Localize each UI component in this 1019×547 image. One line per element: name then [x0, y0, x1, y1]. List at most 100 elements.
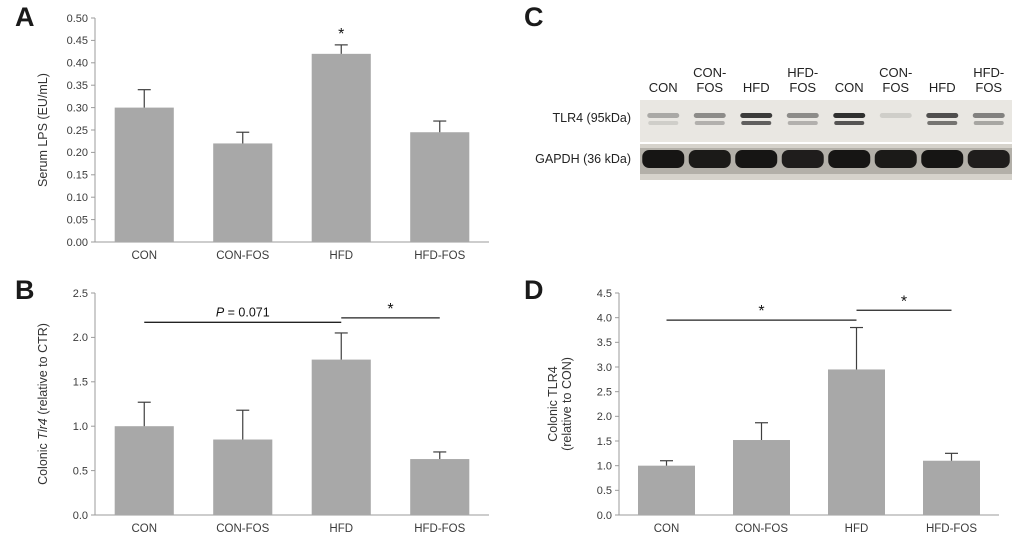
- panel-d-letter: D: [524, 275, 544, 305]
- blot-band-tlr4: [741, 121, 772, 125]
- lane-label: HFD: [929, 80, 956, 95]
- x-category-label: HFD-FOS: [414, 523, 465, 535]
- lane-label: CON: [835, 80, 864, 95]
- bar: [828, 369, 885, 515]
- panel-c-letter: C: [524, 2, 544, 32]
- bar: [311, 53, 371, 243]
- significance-label: *: [758, 303, 764, 320]
- bar: [311, 359, 371, 515]
- bar: [213, 143, 273, 242]
- panel-b-letter: B: [15, 275, 35, 305]
- blot-band-tlr4: [973, 121, 1004, 125]
- x-category-label: HFD: [329, 250, 353, 262]
- blot-band-tlr4: [740, 113, 773, 118]
- x-category-label: HFD-FOS: [926, 523, 977, 535]
- blot-row-label: GAPDH (36 kDa): [535, 152, 631, 166]
- y-tick-label: 0.0: [597, 510, 612, 522]
- y-tick-label: 0.35: [67, 80, 88, 92]
- x-category-label: CON: [654, 523, 680, 535]
- y-tick-label: 2.0: [73, 332, 88, 344]
- y-tick-label: 2.0: [597, 411, 612, 423]
- y-tick-label: 0.10: [67, 192, 88, 204]
- x-category-label: CON: [131, 250, 157, 262]
- bar: [213, 439, 273, 515]
- blot-band-gapdh: [735, 150, 778, 168]
- panel-b: B 0.0 0.5 1.0 1.5 2.0 2.5 CON CON-FOS HFD HFD-FOS…: [0, 273, 509, 547]
- y-tick-label: 4.0: [597, 312, 612, 324]
- x-category-label: CON: [131, 523, 157, 535]
- bar: [114, 426, 174, 515]
- lane-label: HFD-FOS: [787, 65, 818, 95]
- lane-label: HFD: [743, 80, 770, 95]
- significance-label: *: [387, 301, 393, 318]
- y-tick-label: 3.0: [597, 362, 612, 374]
- y-tick-label: 0.15: [67, 170, 88, 182]
- bar: [733, 440, 790, 515]
- y-tick-label: 0.40: [67, 58, 88, 70]
- lane-label: CON-FOS: [693, 65, 726, 95]
- blot-band-tlr4: [879, 113, 912, 118]
- y-tick-label: 3.5: [597, 337, 612, 349]
- y-tick-label: 0.30: [67, 102, 88, 114]
- significance-label: *: [901, 293, 907, 310]
- y-tick-label: 0.0: [73, 510, 88, 522]
- blot-band-gapdh: [874, 150, 917, 168]
- x-category-label: HFD-FOS: [414, 250, 465, 262]
- lane-label: CON: [649, 80, 678, 95]
- panel-b-chart: 0.0 0.5 1.0 1.5 2.0 2.5 CON CON-FOS HFD HFD-FOS Co…: [36, 288, 489, 535]
- y-axis-label: Colonic Tlr4 (relative to CTR): [36, 323, 50, 485]
- blot-band-tlr4: [648, 121, 679, 125]
- x-category-label: CON-FOS: [216, 250, 269, 262]
- y-axis-label: Colonic TLR4: [546, 366, 560, 442]
- y-tick-label: 0.00: [67, 237, 88, 249]
- bar: [638, 465, 695, 515]
- blot-band-gapdh: [688, 150, 731, 168]
- y-tick-label: 2.5: [73, 288, 88, 300]
- blot-row-label: TLR4 (95kDa): [553, 111, 632, 125]
- y-tick-label: 2.5: [597, 386, 612, 398]
- y-axis-label: Serum LPS (EU/mL): [36, 73, 50, 187]
- y-tick-label: 1.0: [597, 460, 612, 472]
- y-tick-label: 0.25: [67, 125, 88, 137]
- y-tick-label: 1.5: [73, 377, 88, 389]
- blot-band-tlr4: [926, 113, 959, 118]
- blot-band-tlr4: [787, 121, 818, 125]
- tlr4-blot-strip: [640, 100, 1012, 142]
- x-category-label: CON-FOS: [216, 523, 269, 535]
- panel-d: D 0.0 0.5 1.0 1.5 2.0 2.5 3.0 3.5 4.0 4.5 CON CON-F…: [509, 273, 1019, 547]
- y-tick-label: 1.0: [73, 421, 88, 433]
- blot-band-tlr4: [693, 113, 726, 118]
- y-tick-label: 0.20: [67, 147, 88, 159]
- panel-c: C TLR4 (95kDa) GAPDH (36 kDa) CON CON-FOS HF…: [509, 0, 1019, 273]
- blot-band-tlr4: [786, 113, 819, 118]
- blot-band-gapdh: [921, 150, 964, 168]
- bar: [114, 107, 174, 242]
- y-axis-label: (relative to CON): [560, 357, 574, 451]
- significance-label: P = 0.071: [216, 305, 270, 319]
- x-category-label: HFD: [845, 523, 869, 535]
- bar: [410, 459, 470, 515]
- y-tick-label: 0.5: [597, 485, 612, 497]
- western-blot: TLR4 (95kDa) GAPDH (36 kDa) CON CON-FOS HFD H…: [535, 65, 1012, 180]
- blot-band-tlr4: [694, 121, 725, 125]
- blot-band-gapdh: [642, 150, 685, 168]
- lane-label: CON-FOS: [879, 65, 912, 95]
- y-tick-label: 0.50: [67, 13, 88, 25]
- bar: [410, 132, 470, 242]
- blot-band-tlr4: [647, 113, 680, 118]
- blot-band-gapdh: [828, 150, 871, 168]
- y-tick-label: 4.5: [597, 288, 612, 300]
- blot-band-tlr4: [833, 113, 866, 118]
- panel-a-letter: A: [15, 2, 35, 32]
- bar: [923, 460, 980, 515]
- y-tick-label: 1.5: [597, 436, 612, 448]
- y-tick-label: 0.05: [67, 214, 88, 226]
- x-category-label: HFD: [329, 523, 353, 535]
- panel-a-chart: 0.00 0.05 0.10 0.15 0.20 0.25 0.30 0.35 0.40 0.45…: [36, 13, 489, 262]
- significance-star: *: [338, 26, 344, 43]
- blot-band-tlr4: [834, 121, 865, 125]
- blot-band-gapdh: [781, 150, 824, 168]
- panel-d-chart: 0.0 0.5 1.0 1.5 2.0 2.5 3.0 3.5 4.0 4.5 CON CON-FOS…: [546, 288, 999, 535]
- lane-label: HFD-FOS: [973, 65, 1004, 95]
